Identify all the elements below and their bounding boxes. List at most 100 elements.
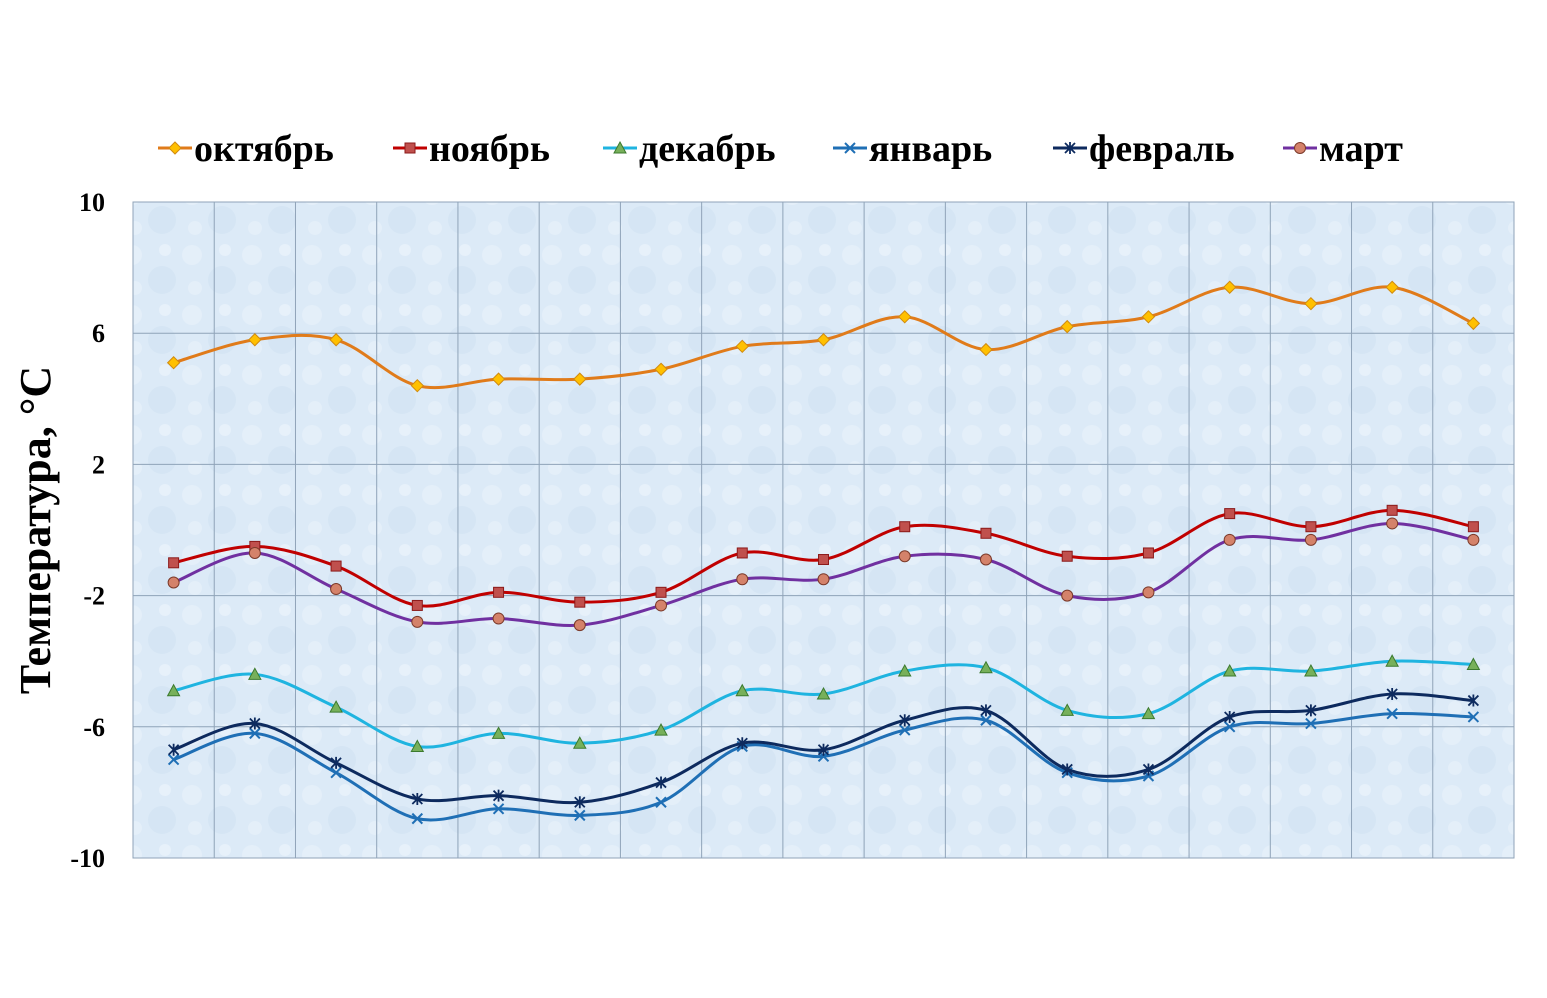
data-point	[1060, 319, 1074, 334]
data-point	[1222, 280, 1237, 294]
data-point	[817, 573, 830, 586]
data-point	[898, 550, 911, 563]
y-tick-label: -10	[70, 844, 105, 873]
data-point	[1305, 704, 1317, 717]
data-point	[1305, 521, 1317, 533]
data-point	[1142, 763, 1155, 776]
data-point	[330, 560, 342, 572]
legend-label: декабрь	[639, 128, 776, 170]
data-point	[249, 717, 261, 730]
data-point	[655, 599, 668, 612]
data-point	[818, 554, 829, 566]
data-point	[898, 310, 912, 324]
series-4	[167, 707, 1480, 825]
data-point	[330, 767, 342, 779]
legend-marker	[844, 142, 856, 154]
data-point	[166, 683, 181, 697]
legend-label: январь	[869, 128, 992, 170]
data-point	[493, 586, 505, 598]
data-point	[492, 612, 505, 625]
legend-item: январь	[833, 128, 992, 170]
series-2	[168, 504, 1479, 611]
data-point	[411, 615, 424, 628]
plot-area	[132, 201, 1515, 859]
data-point	[980, 527, 992, 539]
legend-label: октябрь	[194, 128, 334, 170]
data-point	[410, 739, 425, 752]
data-point	[736, 737, 748, 750]
series-3	[166, 654, 1481, 752]
data-point	[816, 686, 831, 700]
data-point	[1223, 721, 1236, 733]
data-point	[979, 660, 993, 674]
data-point	[736, 573, 749, 586]
data-point	[248, 667, 262, 680]
legend: октябрь ноябрь декабрь январь февраль март	[158, 128, 1403, 170]
data-point	[573, 372, 587, 386]
data-point	[899, 521, 911, 533]
legend-marker	[168, 141, 182, 155]
data-point	[899, 724, 911, 736]
data-point	[168, 557, 180, 569]
data-point	[249, 727, 261, 740]
legend-item: декабрь	[603, 128, 776, 170]
legend-marker	[404, 142, 416, 154]
legend-label: февраль	[1089, 128, 1235, 170]
data-point	[1385, 280, 1399, 294]
data-point	[248, 333, 262, 347]
data-point	[167, 576, 180, 589]
data-point	[1223, 533, 1236, 546]
data-point	[1467, 711, 1480, 723]
data-point	[1061, 589, 1074, 602]
data-point	[1467, 521, 1479, 533]
y-axis-title: Температура, °C	[11, 366, 60, 694]
data-point	[1466, 316, 1481, 331]
data-point	[574, 596, 586, 608]
data-point	[655, 796, 667, 808]
data-point	[655, 586, 667, 598]
data-point	[1305, 717, 1317, 730]
data-point	[248, 546, 261, 559]
data-point	[1141, 706, 1156, 720]
data-point	[1141, 310, 1156, 324]
data-point	[980, 704, 992, 717]
data-point	[654, 362, 668, 376]
data-point	[329, 700, 343, 713]
series-5	[167, 688, 1480, 809]
y-tick-label: -6	[83, 713, 105, 742]
legend-label: ноябрь	[429, 128, 550, 170]
data-point	[897, 663, 912, 677]
data-point	[1385, 654, 1399, 667]
data-point	[411, 812, 424, 825]
data-point	[1467, 694, 1480, 707]
data-point	[1060, 703, 1075, 716]
data-point	[1386, 707, 1398, 720]
y-tick-label: -2	[83, 582, 105, 611]
data-point	[1224, 710, 1236, 723]
data-point	[1304, 533, 1317, 546]
legend-marker	[1294, 142, 1306, 154]
legend-label: март	[1319, 128, 1403, 170]
data-point	[330, 583, 343, 596]
y-tick-label: 2	[92, 450, 105, 479]
data-point	[1466, 657, 1481, 670]
data-point	[492, 803, 505, 815]
data-point	[899, 714, 911, 727]
series-1	[166, 280, 1481, 393]
data-point	[166, 356, 181, 370]
data-point	[167, 743, 180, 756]
legend-marker	[1064, 142, 1076, 154]
data-point	[1386, 517, 1399, 530]
data-point	[979, 553, 992, 566]
data-point	[330, 756, 342, 769]
data-point	[655, 776, 667, 789]
data-point	[736, 547, 748, 559]
data-point	[492, 789, 505, 802]
data-point	[1467, 533, 1480, 546]
legend-item: октябрь	[158, 128, 334, 170]
series-6	[167, 517, 1480, 632]
data-point	[1222, 663, 1237, 677]
data-point	[329, 333, 343, 347]
data-point	[411, 599, 423, 611]
data-point	[573, 619, 586, 632]
